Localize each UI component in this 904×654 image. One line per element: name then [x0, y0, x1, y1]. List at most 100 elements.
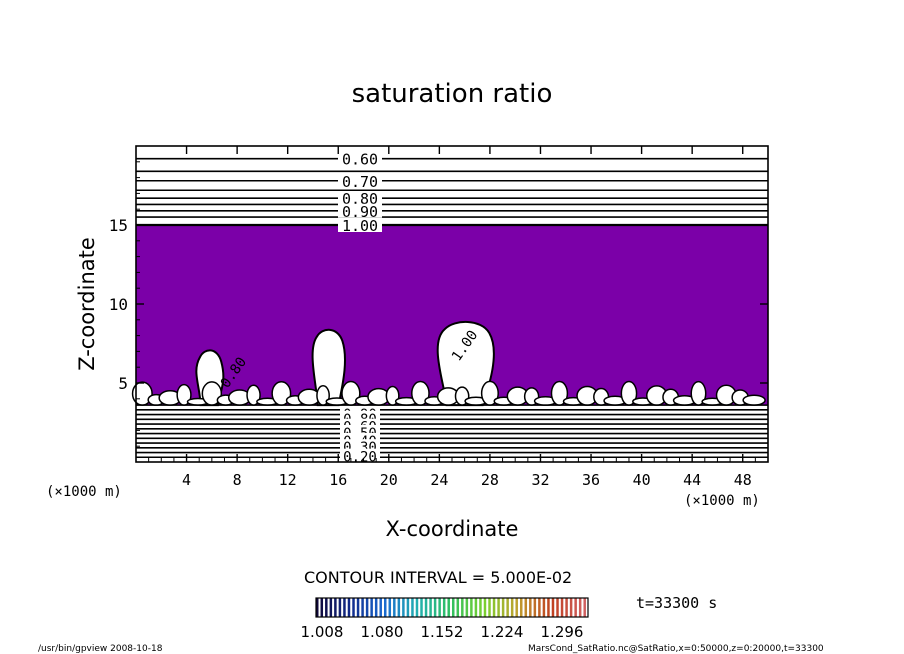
y-axis-label: Z-coordinate — [75, 237, 99, 371]
plot-area: 0.600.700.800.901.000.900.800.600.500.40… — [109, 145, 769, 489]
colorbar-cell-18 — [397, 598, 401, 617]
colorbar-cell-30 — [452, 598, 455, 617]
colorbar-cell-28 — [442, 598, 446, 617]
colorbar-cell-13 — [374, 598, 378, 617]
colorbar-tick-0: 1.008 — [301, 623, 344, 641]
colorbar-cell-5 — [338, 598, 342, 617]
colorbar-cell-33 — [465, 598, 469, 617]
colorbar-cell-36 — [479, 598, 482, 617]
colorbar-cell-57 — [574, 598, 577, 617]
x-tick-label-1: 8 — [233, 471, 242, 489]
x-unit-left: (×1000 m) — [46, 484, 122, 500]
lower-contour-label-6: 0.20 — [343, 450, 377, 466]
colorbar-cell-34 — [470, 598, 473, 617]
colorbar-cell-40 — [497, 598, 500, 617]
colorbar-cell-1 — [320, 598, 324, 617]
x-tick-label-7: 32 — [531, 471, 549, 489]
colorbar-cell-56 — [569, 598, 573, 617]
colorbar-cell-47 — [529, 598, 532, 617]
colorbar-tick-1: 1.080 — [361, 623, 404, 641]
colorbar-cell-24 — [424, 598, 428, 617]
colorbar-cell-21 — [411, 598, 414, 617]
x-tick-label-6: 28 — [481, 471, 499, 489]
colorbar-cell-39 — [492, 598, 496, 617]
colorbar-cell-0 — [316, 598, 319, 617]
upper-contour-label-2: 0.80 — [342, 190, 378, 208]
colorbar-cell-46 — [524, 598, 528, 617]
chart-title: saturation ratio — [352, 79, 553, 109]
upper-contour-label-1: 0.70 — [342, 173, 378, 191]
lower-label-bg-6 — [340, 448, 380, 462]
colorbar-frame — [315, 597, 589, 618]
x-tick-label-9: 40 — [633, 471, 651, 489]
colorbar-cell-51 — [547, 598, 550, 617]
upper-contour-label-3: 0.90 — [342, 203, 378, 221]
upper-label-bg-4 — [338, 218, 382, 232]
colorbar-cell-35 — [474, 598, 478, 617]
colorbar-cell-17 — [393, 598, 396, 617]
footer-left: /usr/bin/gpview 2008-10-18 — [38, 644, 163, 654]
y-tick-label-0: 5 — [118, 374, 128, 393]
colorbar-cell-32 — [461, 598, 464, 617]
colorbar-cell-20 — [406, 598, 410, 617]
x-tick-label-8: 36 — [582, 471, 600, 489]
upper-label-bg-0 — [338, 151, 382, 166]
colorbar-cell-8 — [352, 598, 355, 617]
upper-contour-label-4: 1.00 — [342, 217, 378, 235]
x-tick-label-4: 20 — [380, 471, 398, 489]
colorbar-cell-53 — [556, 598, 559, 617]
x-tick-label-10: 44 — [683, 471, 701, 489]
colorbar-cell-22 — [415, 598, 419, 617]
x-unit-right: (×1000 m) — [684, 493, 760, 509]
time-label: t=33300 s — [636, 594, 717, 612]
colorbar-cell-42 — [506, 598, 509, 617]
x-tick-label-3: 16 — [329, 471, 347, 489]
colorbar-cell-23 — [420, 598, 423, 617]
colorbar-cell-54 — [560, 598, 564, 617]
colorbar-cell-19 — [402, 598, 405, 617]
colorbar-cell-31 — [456, 598, 460, 617]
colorbar-cell-55 — [565, 598, 568, 617]
colorbar-tick-3: 1.224 — [481, 623, 524, 641]
colorbar-cell-26 — [433, 598, 437, 617]
colorbar-cell-45 — [520, 598, 523, 617]
contour-interval: CONTOUR INTERVAL = 5.000E-02 — [304, 568, 572, 587]
colorbar-cell-12 — [370, 598, 373, 617]
colorbar-cell-44 — [515, 598, 518, 617]
colorbar-cell-48 — [533, 598, 537, 617]
colorbar-cell-59 — [583, 598, 586, 617]
upper-contour-label-0: 0.60 — [342, 151, 378, 169]
colorbar-cell-50 — [542, 598, 546, 617]
colorbar-cell-37 — [483, 598, 487, 617]
colorbar: 1.008 1.080 1.152 1.224 1.296 — [301, 597, 589, 641]
colorbar-cell-14 — [379, 598, 382, 617]
x-tick-label-11: 48 — [734, 471, 752, 489]
colorbar-tick-4: 1.296 — [541, 623, 584, 641]
colorbar-cell-27 — [438, 598, 441, 617]
colorbar-cell-41 — [501, 598, 505, 617]
colorbar-cell-10 — [361, 598, 364, 617]
cell-48.9 — [742, 394, 766, 406]
colorbar-cell-2 — [325, 598, 328, 617]
colorbar-cell-58 — [578, 598, 582, 617]
y-tick-label-2: 15 — [109, 216, 128, 235]
colorbar-cell-3 — [329, 598, 333, 617]
upper-label-bg-1 — [338, 173, 382, 188]
colorbar-cell-25 — [429, 598, 432, 617]
colorbar-cell-29 — [447, 598, 450, 617]
colorbar-cell-6 — [343, 598, 346, 617]
colorbar-cell-52 — [551, 598, 555, 617]
upper-label-bg-2 — [338, 191, 382, 206]
plume-2 — [436, 320, 495, 407]
colorbar-cell-4 — [334, 598, 337, 617]
colorbar-cell-49 — [538, 598, 541, 617]
colorbar-cell-16 — [388, 598, 392, 617]
x-tick-label-5: 24 — [430, 471, 448, 489]
footer-right: MarsCond_SatRatio.nc@SatRatio,x=0:50000,… — [528, 644, 824, 654]
colorbar-cell-43 — [510, 598, 514, 617]
colorbar-cell-38 — [488, 598, 491, 617]
x-tick-label-2: 12 — [279, 471, 297, 489]
colorbar-cell-9 — [356, 598, 360, 617]
colorbar-tick-2: 1.152 — [421, 623, 464, 641]
